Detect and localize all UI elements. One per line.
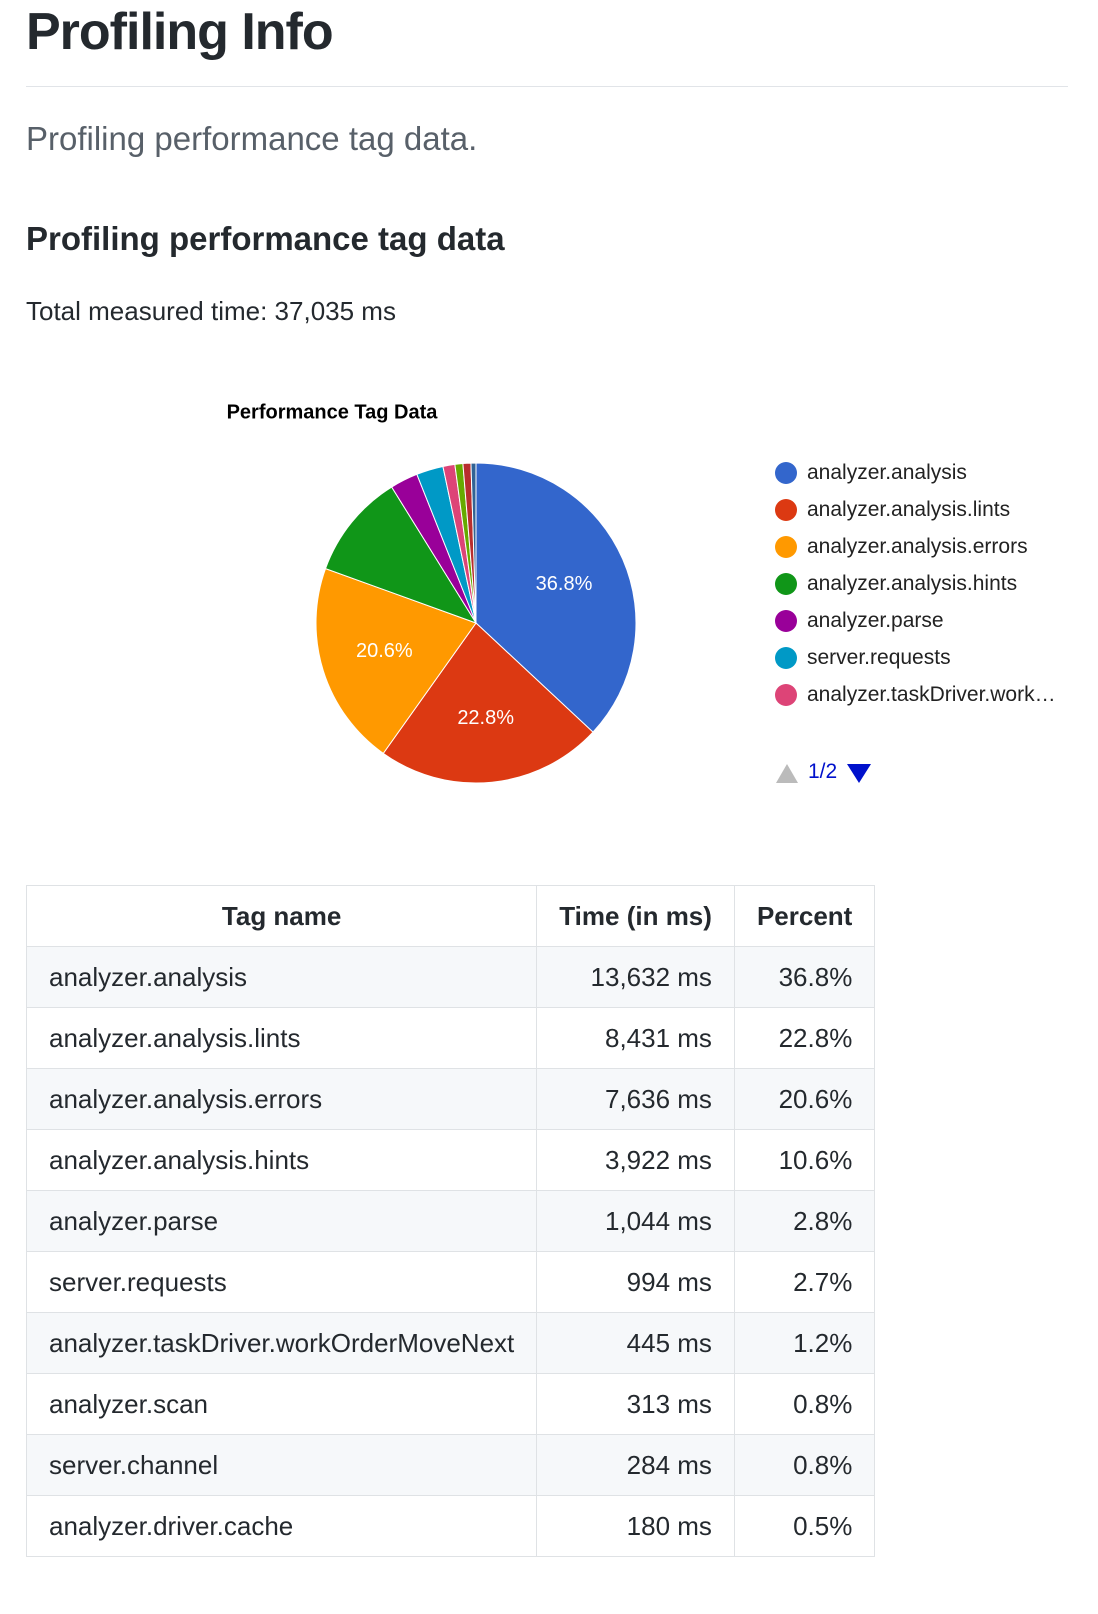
table-row: analyzer.analysis.hints 3,922 ms 10.6% <box>25 1129 876 1191</box>
description: Profiling performance tag data. <box>26 120 478 157</box>
legend-label: analyzer.taskDriver.workOrderMoveNext <box>807 682 1065 706</box>
table-row: analyzer.taskDriver.workOrderMoveNext 445… <box>25 1312 876 1374</box>
table-row: analyzer.analysis.errors 7,636 ms 20.6% <box>25 1068 876 1130</box>
slice-label: 20.6% <box>356 640 413 662</box>
table-cell: 13,632 ms <box>536 946 735 1008</box>
page-title: Profiling Info <box>26 3 334 61</box>
table-cell: server.channel <box>25 1434 538 1496</box>
table-cell: 445 ms <box>536 1312 735 1374</box>
column-header: Time (in ms) <box>536 885 735 947</box>
slice-label: 22.8% <box>457 707 514 729</box>
table-cell: analyzer.parse <box>25 1190 538 1252</box>
table-header: Tag name Time (in ms) Percent <box>25 885 876 947</box>
table-cell: analyzer.scan <box>25 1373 538 1435</box>
slice-label: 36.8% <box>536 573 593 595</box>
legend-swatch <box>775 683 797 706</box>
table-cell: 0.8% <box>733 1434 876 1496</box>
legend-entry: analyzer.analysis.hints <box>775 565 1065 602</box>
legend-next[interactable] <box>847 764 871 783</box>
table-cell: analyzer.taskDriver.workOrderMoveNext <box>25 1312 538 1374</box>
table-cell: server.requests <box>25 1251 538 1313</box>
table-row: analyzer.driver.cache 180 ms 0.5% <box>25 1495 876 1557</box>
table-cell: 0.5% <box>733 1495 876 1557</box>
column-header: Percent <box>733 885 876 947</box>
legend-label: analyzer.analysis.lints <box>807 497 1011 521</box>
total-time: Total measured time: 37,035 ms <box>26 296 396 326</box>
table-cell: 313 ms <box>536 1373 735 1435</box>
table-cell: 36.8% <box>733 946 876 1008</box>
table-cell: 994 ms <box>536 1251 735 1313</box>
table-body: analyzer.analysis 13,632 ms 36.8% analyzer.… <box>25 946 876 1557</box>
table-row: server.requests 994 ms 2.7% <box>25 1251 876 1313</box>
table-cell: 20.6% <box>733 1068 876 1130</box>
table-cell: 284 ms <box>536 1434 735 1496</box>
tag-table: Tag name Time (in ms) Percent analyzer.ana… <box>25 885 876 1557</box>
table-cell: 2.8% <box>733 1190 876 1252</box>
legend-entry: server.requests <box>775 639 1065 676</box>
table-row: server.channel 284 ms 0.8% <box>25 1434 876 1496</box>
table-cell: analyzer.analysis.hints <box>25 1129 538 1191</box>
table-cell: analyzer.analysis <box>25 946 538 1008</box>
legend-entry: analyzer.analysis <box>775 454 1065 491</box>
column-header: Tag name <box>25 885 538 947</box>
table-cell: analyzer.analysis.lints <box>25 1007 538 1069</box>
table-row: analyzer.analysis.lints 8,431 ms 22.8% <box>25 1007 876 1069</box>
table-cell: 7,636 ms <box>536 1068 735 1130</box>
table-cell: 10.6% <box>733 1129 876 1191</box>
table-cell: 22.8% <box>733 1007 876 1069</box>
table-cell: analyzer.analysis.errors <box>25 1068 538 1130</box>
pie-slice <box>382 622 594 784</box>
pie-slice <box>470 462 477 624</box>
legend-label: analyzer.analysis <box>807 460 967 484</box>
legend-swatch <box>775 572 797 595</box>
legend-entry: analyzer.analysis.errors <box>775 528 1065 565</box>
table-cell: 8,431 ms <box>536 1007 735 1069</box>
legend-label: analyzer.analysis.hints <box>807 571 1018 595</box>
legend-page: 1/2 <box>808 760 838 783</box>
table-cell: 2.7% <box>733 1251 876 1313</box>
pie-slice <box>324 486 478 624</box>
legend-swatch <box>775 646 797 669</box>
legend-swatch <box>775 498 797 521</box>
legend-swatch <box>775 535 797 558</box>
pie-slice <box>475 462 637 733</box>
divider <box>26 86 1068 87</box>
table-cell: 1,044 ms <box>536 1190 735 1252</box>
table-cell: 3,922 ms <box>536 1129 735 1191</box>
table-row: analyzer.scan 313 ms 0.8% <box>25 1373 876 1435</box>
legend-label: analyzer.parse <box>807 608 944 632</box>
legend-label: analyzer.analysis.errors <box>807 534 1028 558</box>
legend-entry: analyzer.taskDriver.workOrderMoveNext <box>775 676 1065 713</box>
pie-chart: Performance Tag Data 36.8% 22.8% 20.6% <box>227 401 871 784</box>
table-cell: 0.8% <box>733 1373 876 1435</box>
legend-entry: analyzer.parse <box>775 602 1065 639</box>
section-title: Profiling performance tag data <box>26 220 505 257</box>
legend-label: server.requests <box>807 645 951 669</box>
chart-title: Performance Tag Data <box>227 401 439 423</box>
table-row: analyzer.parse 1,044 ms 2.8% <box>25 1190 876 1252</box>
pie-slice <box>315 567 477 755</box>
table-cell: analyzer.driver.cache <box>25 1495 538 1557</box>
legend-swatch <box>775 609 797 632</box>
table-cell: 1.2% <box>733 1312 876 1374</box>
table-cell: 180 ms <box>536 1495 735 1557</box>
table-row: analyzer.analysis 13,632 ms 36.8% <box>25 946 876 1008</box>
legend: analyzer.analysis analyzer.analysis.lints… <box>775 454 1065 713</box>
legend-entry: analyzer.analysis.lints <box>775 491 1065 528</box>
legend-swatch <box>775 461 797 484</box>
legend-prev[interactable] <box>776 764 798 783</box>
